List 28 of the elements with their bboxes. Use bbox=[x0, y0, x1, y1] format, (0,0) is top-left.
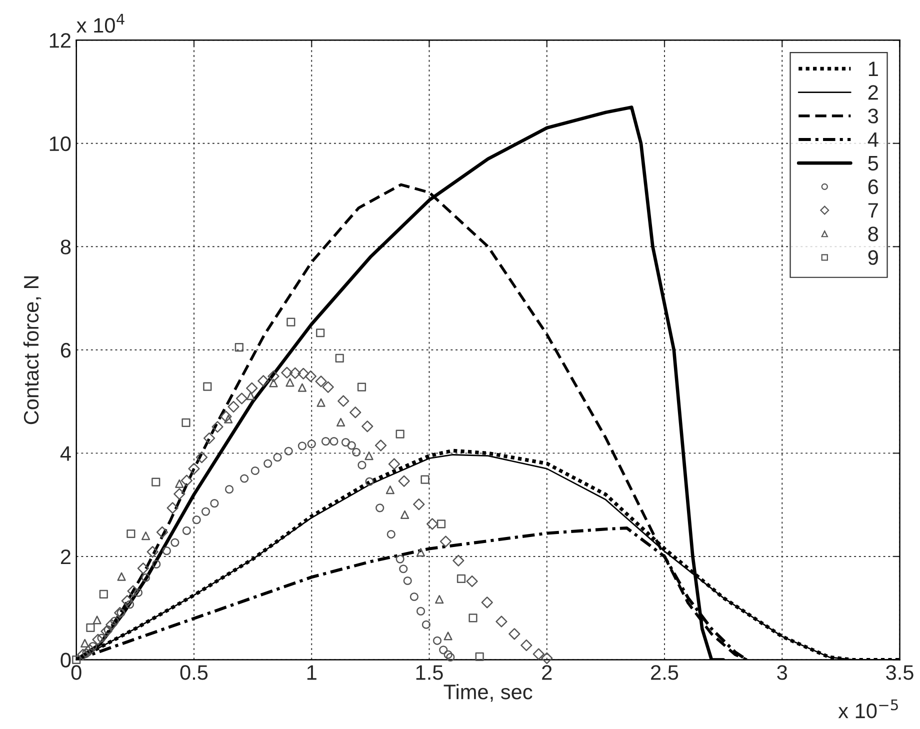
x-tick-label: 0.5 bbox=[180, 665, 208, 680]
y-tick-label: 12 bbox=[50, 33, 70, 48]
text: x 10$^{4}$ bbox=[76, 14, 124, 33]
x-tick-label: 3.5 bbox=[886, 665, 914, 680]
legend-label: 8 bbox=[868, 226, 878, 242]
y-tick-label: 2 bbox=[60, 549, 70, 564]
y-axis-title: Contact force, N bbox=[23, 276, 42, 424]
x-tick-label: 2.5 bbox=[651, 665, 678, 680]
legend-label: 2 bbox=[868, 85, 878, 100]
y-tick-label: 10 bbox=[50, 136, 71, 152]
legend-label: 7 bbox=[868, 203, 878, 218]
legend-label: 5 bbox=[868, 156, 878, 171]
legend-label: 3 bbox=[868, 108, 878, 124]
y-tick-label: 8 bbox=[60, 240, 71, 254]
x-axis-title: Time, sec bbox=[444, 684, 532, 702]
x-tick-label: 1.5 bbox=[416, 665, 443, 680]
legend-label: 1 bbox=[868, 62, 878, 76]
legend-label: 4 bbox=[868, 132, 878, 147]
y-tick-label: 0 bbox=[60, 652, 71, 668]
x-tick-label: 1 bbox=[307, 665, 316, 680]
x-tick-label: 3 bbox=[777, 665, 788, 680]
y-tick-label: 4 bbox=[60, 446, 71, 461]
y-tick-label: 6 bbox=[60, 342, 71, 358]
text: x 10$^{−5}$ bbox=[838, 699, 898, 718]
x-tick-label: 2 bbox=[542, 665, 552, 680]
x-tick-label: 0 bbox=[71, 665, 82, 680]
legend-label: 6 bbox=[868, 179, 878, 194]
legend-label: 9 bbox=[868, 250, 878, 265]
